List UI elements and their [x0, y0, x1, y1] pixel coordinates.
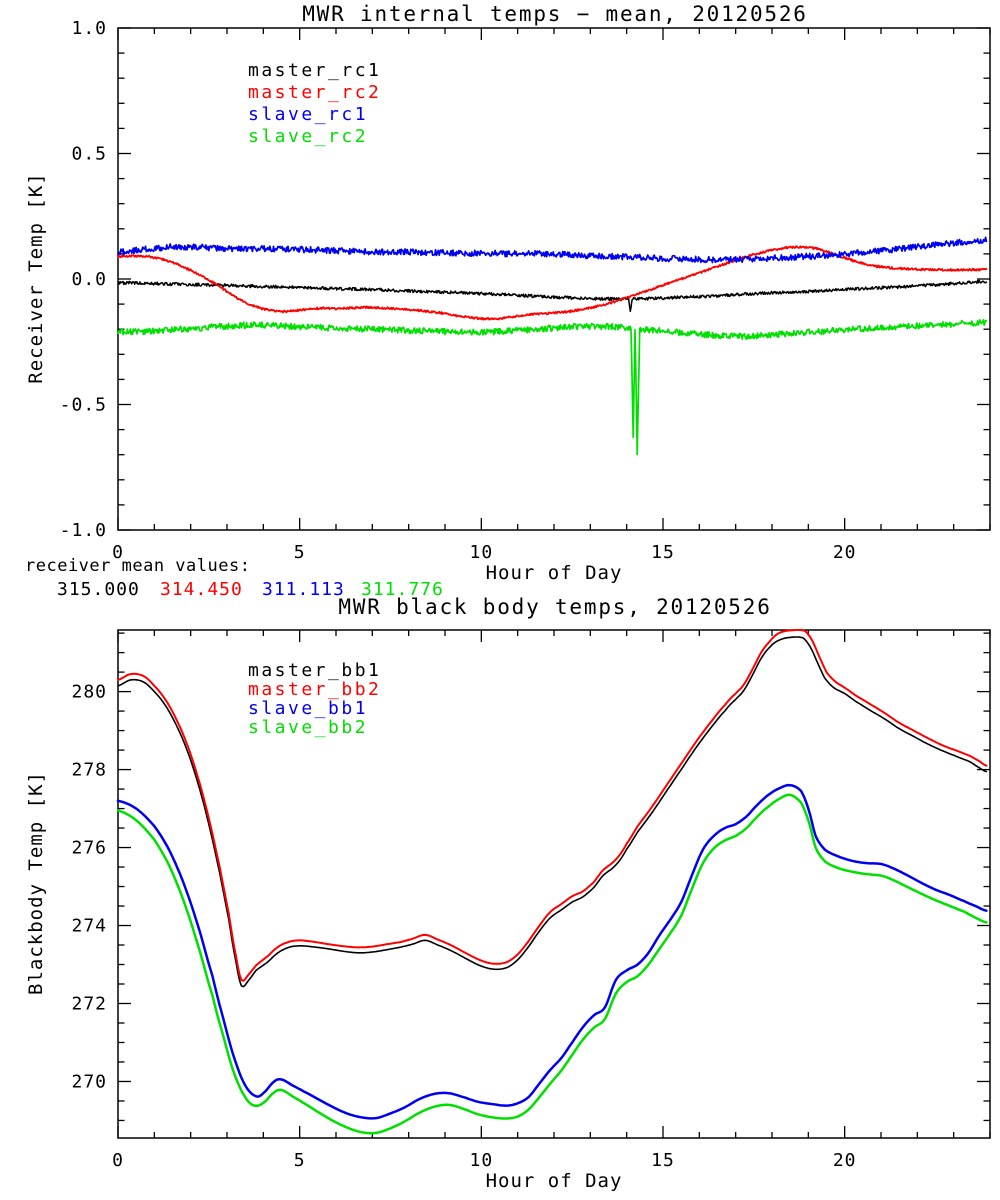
x-tick-label: 15 — [651, 542, 675, 563]
series-master_rc2 — [117, 245, 988, 321]
legend-item-master_bb2: master_bb2 — [248, 679, 382, 700]
series-master_bb2 — [117, 629, 988, 982]
legend-item-slave_rc1: slave_rc1 — [248, 104, 369, 125]
x-tick-label: 10 — [469, 542, 493, 563]
y-tick-label: 0.0 — [71, 269, 107, 290]
x-axis-title-receiver: Hour of Day — [485, 562, 623, 584]
x-tick-label: 15 — [651, 1150, 675, 1171]
blackbody-temps-chart: 0 5 10 15 20 270 272 274 276 278 280 — [71, 629, 991, 1171]
y-axis-title-blackbody: Blackbody Temp [K] — [25, 771, 47, 995]
y-tick-label: 272 — [71, 993, 107, 1014]
series-master_rc1 — [117, 279, 988, 313]
mean-value-master_rc1: 315.000 — [57, 579, 140, 600]
y-tick-label: 274 — [71, 916, 107, 937]
series-master_bb1 — [117, 636, 988, 988]
legend-item-master_bb1: master_bb1 — [248, 660, 382, 681]
x-tick-label: 5 — [294, 1150, 306, 1171]
legend-item-master_rc2: master_rc2 — [248, 82, 382, 103]
legend-item-master_rc1: master_rc1 — [248, 60, 382, 81]
chart-title-blackbody: MWR black body temps, 20120526 — [338, 595, 772, 619]
legend-item-slave_bb2: slave_bb2 — [248, 717, 369, 738]
y-tick-label: 276 — [71, 838, 107, 859]
x-tick-label: 10 — [469, 1150, 493, 1171]
series-slave_bb1 — [116, 783, 988, 1120]
mean-value-slave_rc2: 311.776 — [361, 579, 444, 600]
y-tick-label: 1.0 — [71, 18, 107, 39]
y-tick-label: 0.5 — [71, 144, 107, 165]
chart-title-receiver: MWR internal temps − mean, 20120526 — [302, 2, 808, 26]
legend-item-slave_rc2: slave_rc2 — [248, 126, 369, 147]
y-tick-label: 278 — [71, 760, 107, 781]
mean-value-slave_rc1: 311.113 — [262, 579, 345, 600]
receiver-temps-chart: 0 5 10 15 20 -1.0 -0.5 0.0 0.5 1.0 — [60, 18, 991, 563]
x-tick-label: 20 — [833, 1150, 857, 1171]
legend-receiver: master_rc1 master_rc2 slave_rc1 slave_rc… — [248, 60, 381, 148]
y-tick-label: -1.0 — [60, 520, 107, 541]
x-tick-label: 0 — [112, 542, 124, 563]
series-slave_bb2 — [116, 793, 988, 1135]
x-tick-label: 20 — [833, 542, 857, 563]
y-axis-title-receiver: Receiver Temp [K] — [25, 172, 47, 384]
legend-item-slave_bb1: slave_bb1 — [248, 698, 369, 719]
x-tick-label: 0 — [112, 1150, 124, 1171]
y-tick-label: -0.5 — [60, 395, 107, 416]
x-axis-title-blackbody: Hour of Day — [485, 1170, 623, 1192]
receiver-mean-values-label: receiver mean values: — [25, 556, 251, 576]
series-slave_rc2 — [117, 318, 988, 456]
y-tick-label: 270 — [71, 1071, 107, 1092]
mean-value-master_rc2: 314.450 — [160, 579, 243, 600]
x-tick-label: 5 — [294, 542, 306, 563]
y-tick-label: 280 — [71, 682, 107, 703]
series-slave_rc1 — [117, 236, 988, 264]
legend-blackbody: master_bb1 master_bb2 slave_bb1 slave_bb… — [248, 661, 381, 737]
